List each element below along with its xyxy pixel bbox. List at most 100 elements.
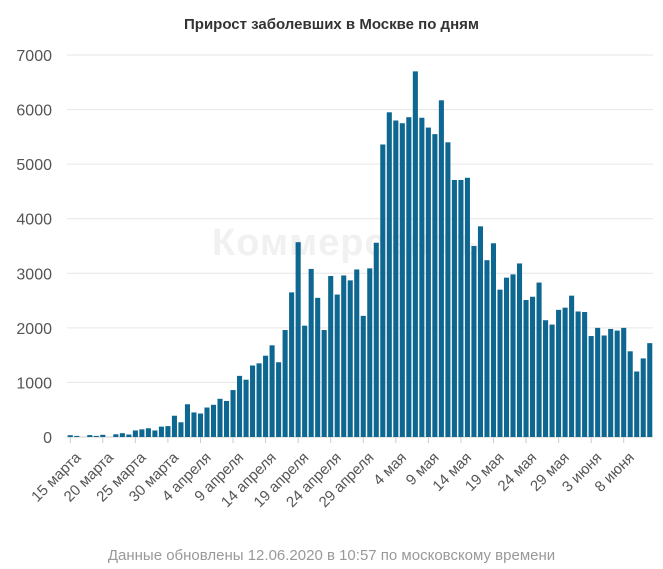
bar[interactable]: 29 мая: 2330 (556, 309, 562, 437)
bar[interactable]: 10 апреля: 1120 (237, 375, 243, 437)
bar[interactable]: 3 апреля: 450 (191, 412, 197, 437)
bar[interactable]: 24 марта: 45 (126, 434, 132, 437)
bar[interactable]: 18 мая: 3240 (484, 260, 490, 437)
bar[interactable]: 14 апреля: 1490 (263, 355, 269, 437)
bar[interactable]: 29 апреля: 2220 (360, 315, 366, 437)
bar[interactable]: 9 мая: 5670 (425, 127, 431, 437)
bar[interactable]: 21 апреля: 3080 (308, 268, 314, 437)
y-tick-label: 3000 (16, 266, 52, 283)
bar[interactable]: 26 апреля: 2960 (341, 275, 347, 437)
bar[interactable]: 15 мая: 4750 (464, 177, 470, 438)
gridlines (67, 54, 653, 438)
bar[interactable]: 28 апреля: 3070 (354, 269, 360, 437)
bar[interactable]: 29 марта: 190 (158, 426, 164, 437)
bar[interactable]: 5 июня: 1860 (601, 335, 607, 438)
bar[interactable]: 24 апреля: 2950 (328, 276, 334, 437)
bar[interactable]: 28 марта: 120 (152, 430, 158, 437)
bar[interactable]: 30 марта: 200 (165, 426, 171, 437)
bar[interactable]: 10 июня: 1200 (634, 371, 640, 437)
bar[interactable]: 9 июня: 1570 (627, 351, 633, 437)
bar[interactable]: 12 мая: 5400 (445, 142, 451, 437)
bar[interactable]: 28 мая: 2060 (549, 324, 555, 437)
bar[interactable]: 24 мая: 2510 (523, 300, 529, 437)
bar[interactable]: 6 мая: 5860 (406, 117, 412, 438)
bar[interactable]: 11 апреля: 1050 (243, 379, 249, 437)
bar[interactable]: 2 июня: 2290 (582, 312, 588, 437)
bar[interactable]: 5 мая: 5750 (399, 123, 405, 438)
bar[interactable]: 19 апреля: 3570 (295, 242, 301, 437)
bar[interactable]: 21 мая: 2920 (503, 277, 510, 437)
bar[interactable]: 27 мая: 2140 (543, 320, 549, 437)
y-tick-label: 5000 (16, 157, 52, 174)
bar[interactable]: 23 марта: 70 (119, 433, 125, 437)
bar[interactable]: 13 апреля: 1350 (256, 363, 262, 437)
x-tick-label: 4 мая (370, 449, 410, 489)
bar[interactable]: 20 мая: 2700 (497, 289, 503, 437)
bar[interactable]: 2 мая: 5360 (380, 144, 386, 438)
bar[interactable]: 12 апреля: 1310 (250, 365, 256, 437)
bar[interactable]: 14 мая: 4710 (458, 179, 464, 437)
bar[interactable]: 5 апреля: 540 (204, 407, 210, 437)
bar[interactable]: 25 мая: 2570 (530, 296, 536, 437)
y-tick-label: 7000 (16, 48, 52, 65)
y-tick-label: 2000 (16, 321, 52, 338)
y-tick-label: 1000 (16, 375, 52, 392)
bar[interactable]: 26 марта: 140 (139, 429, 145, 437)
bar[interactable]: 4 апреля: 430 (197, 413, 204, 437)
bar[interactable]: 7 апреля: 700 (217, 398, 223, 437)
bar[interactable]: 11 июня: 1440 (640, 358, 646, 437)
bar[interactable]: 27 апреля: 2870 (347, 280, 353, 437)
bar[interactable]: 3 июня: 1850 (588, 336, 594, 437)
bar[interactable]: 16 мая: 3500 (471, 246, 477, 437)
bar[interactable]: 1 июня: 2300 (575, 311, 581, 437)
bar[interactable]: 1 мая: 3560 (373, 242, 379, 437)
bar[interactable]: 17 апреля: 1960 (282, 330, 288, 437)
bar[interactable]: 13 мая: 4710 (451, 179, 457, 437)
update-note: Данные обновлены 12.06.2020 в 10:57 по м… (107, 547, 556, 564)
bar[interactable]: 20 апреля: 2040 (302, 325, 308, 437)
bar[interactable]: 16 апреля: 1370 (276, 362, 282, 437)
bar[interactable]: 4 мая: 5800 (393, 120, 399, 438)
bar[interactable]: 27 марта: 160 (145, 428, 151, 437)
bar[interactable]: 1 апреля: 270 (178, 422, 184, 437)
bar[interactable]: 22 апреля: 2550 (315, 297, 321, 437)
bar[interactable]: 30 мая: 2370 (562, 307, 568, 437)
bar[interactable]: 16 марта: 20 (74, 435, 80, 437)
bar[interactable]: 25 марта: 120 (132, 430, 138, 437)
bar[interactable]: 15 марта: 33 (67, 435, 73, 437)
bar[interactable]: 26 мая: 2830 (536, 282, 542, 437)
bar[interactable]: 19 марта: 20 (93, 435, 99, 437)
y-tick-label: 0 (43, 430, 52, 447)
bar[interactable]: 23 апреля: 1960 (321, 330, 327, 437)
bar[interactable]: 11 мая: 6170 (438, 100, 444, 437)
y-axis: 0 1000 2000 3000 4000 5000 6000 7000 (16, 48, 52, 447)
bar[interactable]: 18 марта: 35 (87, 435, 93, 437)
bar[interactable]: 25 апреля: 2610 (334, 294, 340, 437)
bar[interactable]: 22 марта: 50 (113, 434, 119, 437)
bar[interactable]: 9 апреля: 860 (230, 390, 236, 437)
bar[interactable]: 7 мая: 6700 (412, 71, 418, 438)
y-tick-label: 6000 (16, 103, 52, 120)
bar[interactable]: 2 апреля: 600 (184, 404, 190, 437)
bar[interactable]: 8 апреля: 660 (223, 400, 230, 437)
bar[interactable]: 18 апреля: 2650 (289, 292, 295, 437)
bar[interactable]: 10 мая: 5550 (432, 134, 438, 437)
bar[interactable]: 4 июня: 2000 (595, 327, 601, 437)
bar[interactable]: 23 мая: 3180 (516, 263, 523, 437)
bar[interactable]: 19 мая: 3550 (490, 243, 497, 437)
bar[interactable]: 12 июня: 1720 (647, 343, 653, 437)
bar[interactable]: 8 июня: 2000 (621, 327, 627, 437)
bar[interactable]: 8 мая: 5850 (419, 117, 425, 437)
bar[interactable]: 30 апреля: 3090 (367, 268, 373, 437)
bar[interactable]: 20 марта: 40 (100, 434, 106, 437)
bar[interactable]: 17 мая: 3860 (477, 226, 483, 437)
bar[interactable]: 31 марта: 390 (171, 415, 177, 437)
bar[interactable]: 7 июня: 1950 (614, 330, 620, 437)
bar[interactable]: 31 мая: 2590 (569, 295, 575, 437)
bar[interactable]: 6 июня: 1980 (608, 328, 614, 437)
bar[interactable]: 6 апреля: 590 (210, 404, 217, 437)
bar[interactable]: 15 апреля: 1680 (269, 345, 275, 437)
bar[interactable]: 3 мая: 5950 (386, 112, 392, 438)
bar[interactable]: 22 мая: 2980 (510, 274, 516, 437)
